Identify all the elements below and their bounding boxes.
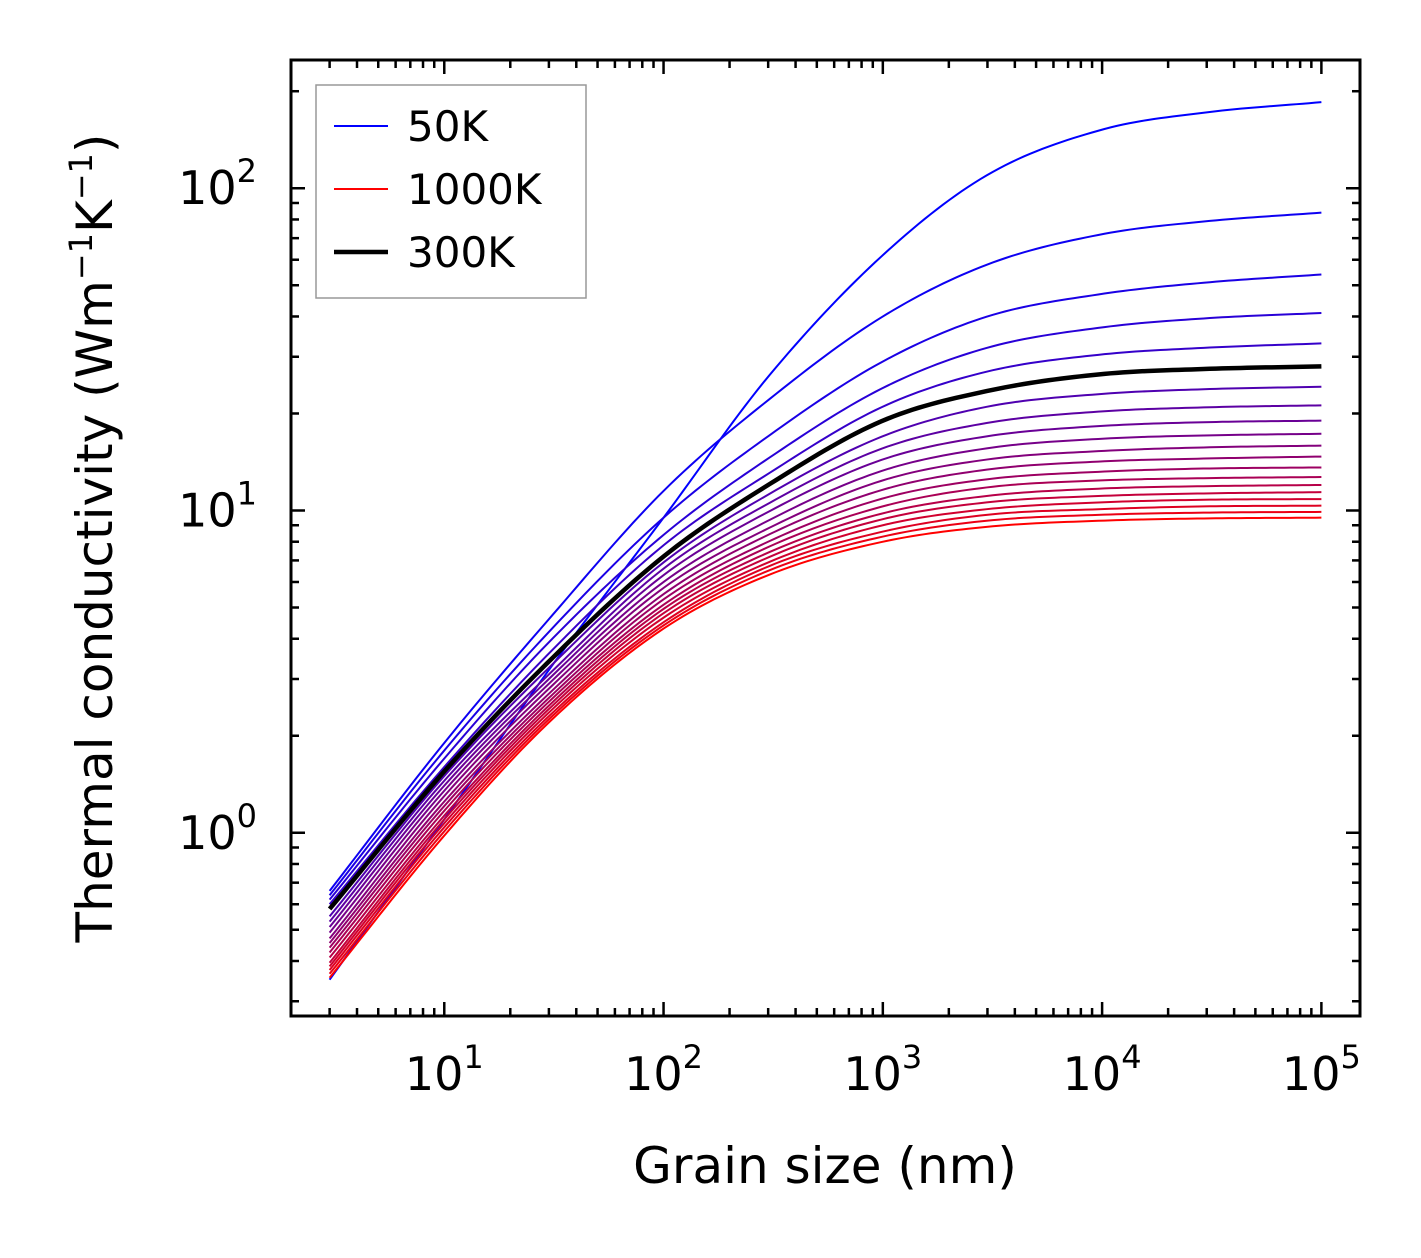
y-tick-label-exp: 2 bbox=[237, 152, 257, 190]
y-tick-label-exp: 1 bbox=[237, 474, 257, 512]
y-axis-label-unit-k: K bbox=[66, 199, 124, 233]
x-tick-label-exp: 3 bbox=[902, 1038, 922, 1076]
series-line-250k bbox=[328, 342, 1322, 905]
x-tick-label-exp: 4 bbox=[1121, 1038, 1141, 1076]
y-axis-label: Thermal conductivity (Wm−1K−1) bbox=[62, 134, 124, 944]
series-line-800k bbox=[328, 491, 1322, 964]
series-line-500k bbox=[328, 432, 1322, 934]
x-tick-label-base: 10 bbox=[1063, 1047, 1122, 1101]
series-line-900k bbox=[328, 504, 1322, 971]
y-tick-label: 101 bbox=[178, 474, 257, 537]
legend: 50K 1000K 300K bbox=[315, 84, 587, 299]
y-tick-label: 102 bbox=[178, 152, 257, 215]
y-tick-label-base: 10 bbox=[178, 806, 237, 860]
series-line-100k bbox=[328, 211, 1322, 892]
x-tick-label: 102 bbox=[624, 1038, 703, 1101]
y-tick-label-base: 10 bbox=[178, 483, 237, 537]
y-axis-label-close: ) bbox=[66, 134, 124, 154]
series-line-1000k bbox=[328, 516, 1322, 979]
series-line-300k bbox=[327, 364, 1322, 911]
series-layer bbox=[327, 101, 1322, 981]
series-line-950k bbox=[328, 510, 1322, 975]
x-tick-label-base: 10 bbox=[1282, 1047, 1341, 1101]
x-tick-label-base: 10 bbox=[405, 1047, 464, 1101]
y-axis-label-exp-2: −1 bbox=[62, 153, 100, 200]
series-line-400k bbox=[328, 404, 1322, 923]
legend-label-1000k: 1000K bbox=[407, 165, 543, 214]
x-tick-label-exp: 2 bbox=[683, 1038, 703, 1076]
y-axis-label-exp-1: −1 bbox=[62, 233, 100, 280]
x-tick-label-exp: 5 bbox=[1340, 1038, 1360, 1076]
series-line-700k bbox=[328, 476, 1322, 954]
x-axis-label: Grain size (nm) bbox=[633, 1137, 1017, 1195]
legend-label-300k: 300K bbox=[407, 228, 516, 277]
series-line-450k bbox=[328, 419, 1322, 928]
plot-frame bbox=[289, 58, 1362, 1018]
x-tick-label: 103 bbox=[843, 1038, 922, 1101]
legend-label-50k: 50K bbox=[407, 102, 489, 151]
y-tick-label: 100 bbox=[178, 797, 257, 860]
series-line-600k bbox=[328, 455, 1322, 944]
x-tick-label-exp: 1 bbox=[463, 1038, 483, 1076]
series-line-350k bbox=[328, 385, 1322, 918]
y-tick-label-exp: 0 bbox=[237, 797, 257, 835]
x-tick-label: 105 bbox=[1282, 1038, 1361, 1101]
series-line-200k bbox=[328, 312, 1322, 901]
x-tick-label-base: 10 bbox=[624, 1047, 683, 1101]
y-axis-label-group: Thermal conductivity (Wm−1K−1) bbox=[62, 134, 124, 944]
x-tick-label: 104 bbox=[1063, 1038, 1142, 1101]
y-tick-label-base: 10 bbox=[178, 161, 237, 215]
series-line-750k bbox=[328, 483, 1322, 959]
legend-box bbox=[315, 84, 587, 299]
series-line-650k bbox=[328, 466, 1322, 949]
series-line-850k bbox=[328, 498, 1322, 967]
series-line-150k bbox=[328, 273, 1322, 896]
x-tick-label: 101 bbox=[405, 1038, 484, 1101]
x-tick-label-base: 10 bbox=[843, 1047, 902, 1101]
y-axis-label-main: Thermal conductivity (Wm bbox=[66, 280, 124, 943]
series-line-550k bbox=[328, 444, 1322, 940]
